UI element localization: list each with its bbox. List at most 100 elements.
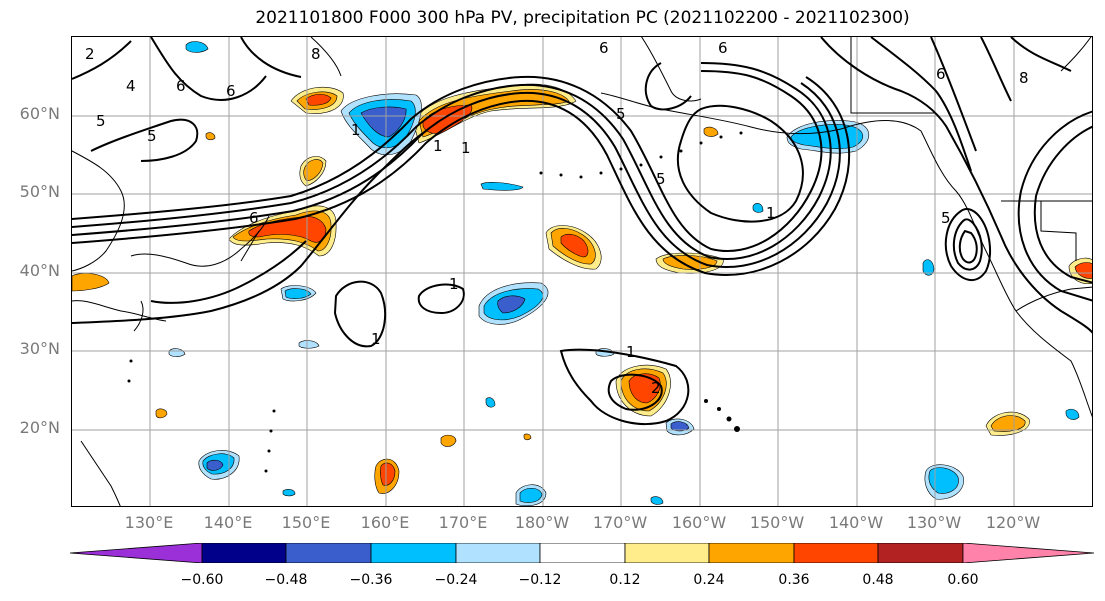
precip-blob [560, 233, 589, 258]
colorbar-bin [624, 543, 710, 563]
precip-blob [168, 348, 186, 357]
lon-label-160e: 160°E [360, 513, 410, 532]
precip-blob [155, 408, 168, 419]
precip-blob [205, 132, 216, 141]
colorbar-bin [793, 543, 879, 563]
colorbar-tick-label: 0.24 [693, 572, 725, 588]
contour-label: 5 [147, 127, 157, 145]
lon-label-130w: 130°W [906, 513, 962, 532]
precip-blob [360, 106, 407, 138]
precip-positive-shading [72, 83, 1092, 494]
contour-label: 1 [371, 330, 381, 348]
map-panel: 5 4 5 6 6 8 2 1 1 1 2 5 1 6 6 5 6 8 6 1 … [71, 36, 1093, 507]
contour-label: 1 [449, 275, 459, 293]
precip-blob [72, 273, 110, 292]
islands [127, 131, 743, 473]
precip-blob [380, 462, 396, 486]
colorbar-bin [877, 543, 964, 563]
precip-blob [523, 433, 532, 441]
colorbar-extend-high [962, 543, 1095, 563]
colorbar [70, 543, 1095, 563]
contour-label: 5 [656, 170, 666, 188]
precip-blob [790, 124, 863, 149]
colorbar-tick-label: 0.60 [947, 572, 979, 588]
contour-label: 6 [599, 39, 609, 57]
contour-label: 1 [626, 343, 636, 361]
lon-label-160w: 160°W [671, 513, 727, 532]
colorbar-tick-label: −0.48 [264, 572, 308, 588]
contour-label: 6 [226, 82, 236, 100]
colorbar-bin [370, 543, 457, 563]
contour-label: 2 [85, 45, 95, 63]
pv-contours [72, 37, 1092, 425]
colorbar-bin [539, 543, 626, 563]
colorbar-tick-label: 0.48 [862, 572, 894, 588]
coastlines [72, 37, 1092, 506]
contour-label: 5 [96, 112, 106, 130]
lat-label-50n: 50°N [19, 182, 60, 201]
lon-label-150w: 150°W [749, 513, 805, 532]
lat-label-30n: 30°N [19, 339, 60, 358]
lat-label-40n: 40°N [19, 261, 60, 280]
precip-blob [519, 487, 543, 503]
graticule [72, 37, 1092, 506]
lon-label-170e: 170°E [438, 513, 488, 532]
precip-blob [440, 434, 457, 447]
contour-label: 6 [718, 39, 728, 57]
precip-blob [703, 126, 719, 137]
precip-blob [485, 397, 496, 408]
precip-blob [752, 202, 764, 213]
colorbar-bin [708, 543, 795, 563]
contour-label: 6 [249, 209, 259, 227]
contour-label: 1 [461, 139, 471, 157]
contour-label: 1 [433, 137, 443, 155]
contour-label: 6 [936, 65, 946, 83]
lon-label-170w: 170°W [592, 513, 648, 532]
contour-label: 6 [176, 77, 186, 95]
precip-blob [185, 41, 209, 53]
contour-label: 5 [616, 105, 626, 123]
precip-blob [303, 159, 324, 182]
lon-label-130e: 130°E [124, 513, 174, 532]
lon-label-120w: 120°W [985, 513, 1041, 532]
precip-blob [1065, 408, 1080, 420]
precip-blob [305, 94, 332, 106]
colorbar-tick-label: −0.24 [434, 572, 478, 588]
precip-blob [650, 496, 664, 505]
contour-label: 8 [311, 45, 321, 63]
figure-title: 2021101800 F000 300 hPa PV, precipitatio… [255, 8, 910, 28]
lon-label-140e: 140°E [203, 513, 253, 532]
precip-blob [990, 415, 1026, 432]
precip-blob [284, 288, 312, 299]
map-canvas: 5 4 5 6 6 8 2 1 1 1 2 5 1 6 6 5 6 8 6 1 … [72, 37, 1092, 506]
lon-label-180w: 180°W [514, 513, 570, 532]
colorbar-tick-label: −0.12 [518, 572, 562, 588]
contour-label: 8 [1019, 69, 1029, 87]
lon-label-140w: 140°W [828, 513, 884, 532]
contour-label: 5 [941, 209, 951, 227]
colorbar-bin [201, 543, 287, 563]
colorbar-tick-label: 0.12 [609, 572, 641, 588]
precip-blob [298, 340, 320, 349]
precip-blob [628, 373, 661, 404]
precip-blob [206, 459, 224, 471]
precip-blob [282, 489, 296, 497]
lon-label-150e: 150°E [281, 513, 331, 532]
precip-blob [928, 467, 959, 494]
colorbar-bin [455, 543, 541, 563]
contour-label: 2 [651, 379, 661, 397]
colorbar-bin [285, 543, 372, 563]
precip-blob [480, 182, 524, 191]
contour-label: 1 [766, 204, 776, 222]
precip-blob [922, 259, 935, 276]
precip-blob [497, 295, 526, 314]
lat-label-20n: 20°N [19, 418, 60, 437]
contour-label: 4 [126, 77, 136, 95]
contour-label: 1 [351, 121, 361, 139]
colorbar-tick-label: −0.36 [349, 572, 393, 588]
contour-labels: 5 4 5 6 6 8 2 1 1 1 2 5 1 6 6 5 6 8 6 1 … [85, 39, 1029, 397]
colorbar-tick-label: 0.36 [778, 572, 810, 588]
lat-label-60n: 60°N [19, 104, 60, 123]
colorbar-tick-label: −0.60 [180, 572, 224, 588]
colorbar-extend-low [70, 543, 203, 563]
